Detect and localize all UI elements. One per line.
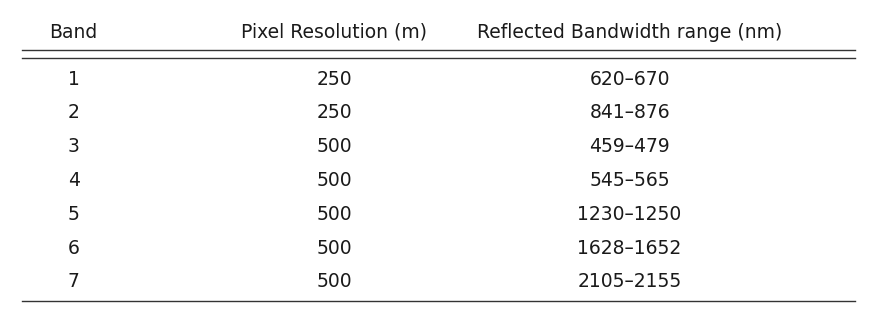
Text: Reflected Bandwidth range (nm): Reflected Bandwidth range (nm) (477, 23, 782, 42)
Text: 250: 250 (317, 70, 352, 89)
Text: 545–565: 545–565 (589, 171, 670, 190)
Text: 620–670: 620–670 (589, 70, 670, 89)
Text: 250: 250 (317, 103, 352, 123)
Text: 1628–1652: 1628–1652 (577, 239, 681, 257)
Text: 500: 500 (317, 272, 352, 291)
Text: 2105–2155: 2105–2155 (577, 272, 681, 291)
Text: 500: 500 (317, 205, 352, 224)
Text: 7: 7 (68, 272, 80, 291)
Text: Pixel Resolution (m): Pixel Resolution (m) (241, 23, 427, 42)
Text: 1: 1 (68, 70, 80, 89)
Text: 2: 2 (68, 103, 80, 123)
Text: 500: 500 (317, 137, 352, 156)
Text: 459–479: 459–479 (589, 137, 670, 156)
Text: 4: 4 (68, 171, 80, 190)
Text: 1230–1250: 1230–1250 (577, 205, 681, 224)
Text: 6: 6 (68, 239, 80, 257)
Text: Band: Band (49, 23, 97, 42)
Text: 5: 5 (68, 205, 80, 224)
Text: 841–876: 841–876 (589, 103, 670, 123)
Text: 500: 500 (317, 171, 352, 190)
Text: 3: 3 (68, 137, 80, 156)
Text: 500: 500 (317, 239, 352, 257)
